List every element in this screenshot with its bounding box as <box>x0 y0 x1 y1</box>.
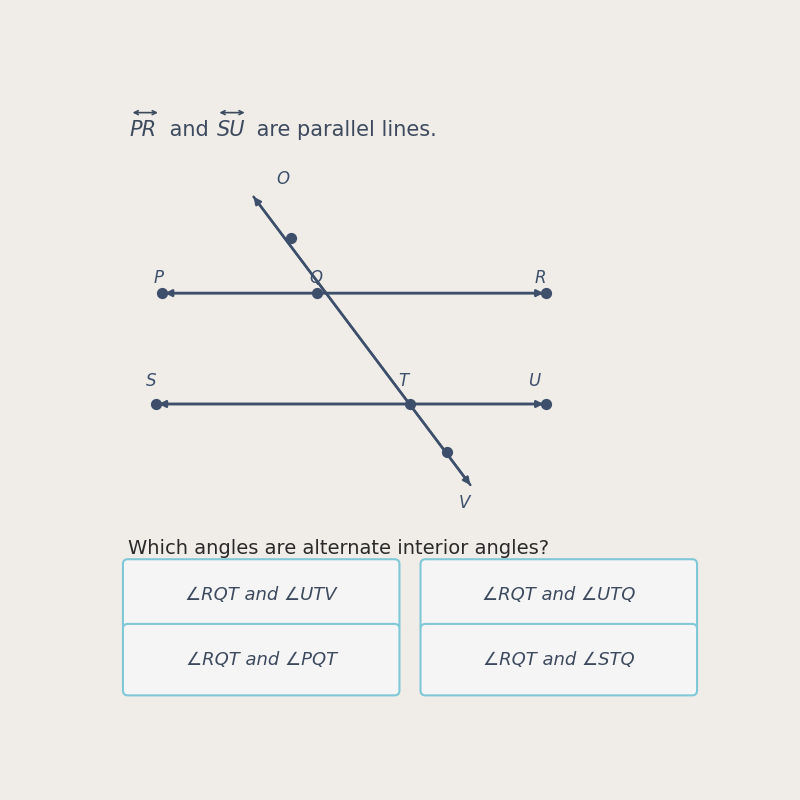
FancyBboxPatch shape <box>421 559 697 630</box>
Text: V: V <box>458 494 470 511</box>
Text: R: R <box>534 269 546 286</box>
Text: ∠RQT and ∠UTV: ∠RQT and ∠UTV <box>186 586 337 604</box>
Text: and: and <box>163 120 216 140</box>
Text: S: S <box>146 372 156 390</box>
Point <box>150 398 162 410</box>
Point <box>403 398 416 410</box>
FancyBboxPatch shape <box>123 624 399 695</box>
Text: Which angles are alternate interior angles?: Which angles are alternate interior angl… <box>128 539 549 558</box>
Text: P: P <box>154 269 164 286</box>
Text: SU: SU <box>217 120 245 140</box>
Point <box>540 398 553 410</box>
Text: U: U <box>528 372 540 390</box>
Text: PR: PR <box>130 120 157 140</box>
Text: ∠RQT and ∠UTQ: ∠RQT and ∠UTQ <box>482 586 635 604</box>
Text: ∠RQT and ∠PQT: ∠RQT and ∠PQT <box>186 650 337 669</box>
Text: T: T <box>398 372 409 390</box>
Text: Q: Q <box>309 269 322 286</box>
FancyBboxPatch shape <box>421 624 697 695</box>
Text: O: O <box>276 170 290 188</box>
Point <box>540 286 553 299</box>
FancyBboxPatch shape <box>123 559 399 630</box>
Point <box>155 286 169 299</box>
Text: ∠RQT and ∠STQ: ∠RQT and ∠STQ <box>483 650 634 669</box>
Point <box>284 231 297 244</box>
Point <box>441 446 454 458</box>
Point <box>310 286 323 299</box>
Text: are parallel lines.: are parallel lines. <box>250 120 437 140</box>
